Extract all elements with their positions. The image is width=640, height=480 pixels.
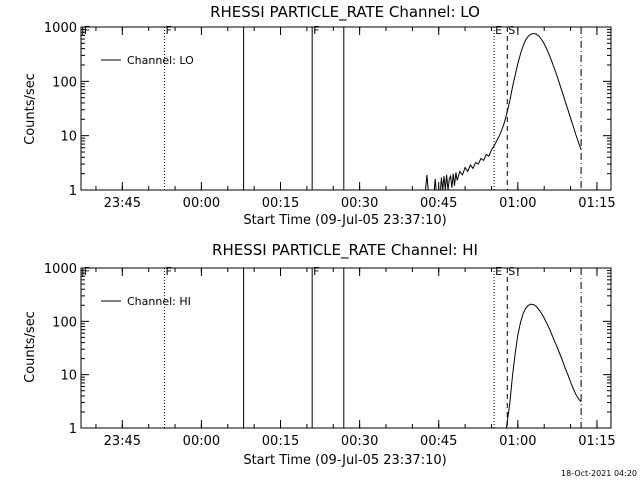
lo-event-marker-label: F bbox=[313, 24, 319, 37]
hi-x-tick-label: 01:15 bbox=[578, 434, 615, 449]
hi-event-marker-label: S bbox=[508, 265, 515, 278]
lo-x-tick-label: 01:00 bbox=[499, 196, 536, 211]
lo-x-tick-label: 00:45 bbox=[420, 196, 457, 211]
lo-event-marker-label: F bbox=[165, 24, 171, 37]
lo-x-tick-label: 00:15 bbox=[262, 196, 299, 211]
hi-plot-frame bbox=[80, 267, 612, 429]
lo-y-tick-label: 100 bbox=[52, 75, 77, 90]
lo-event-marker-label: S bbox=[508, 24, 515, 37]
chart-lo: RHESSI PARTICLE_RATE Channel: LO Counts/… bbox=[23, 3, 616, 228]
chart-lo-x-axis-label: Start Time (09-Jul-05 23:37:10) bbox=[243, 213, 446, 228]
lo-y-tick-label: 1000 bbox=[44, 21, 77, 36]
hi-x-tick-label: 00:30 bbox=[341, 434, 378, 449]
lo-event-marker-label: E bbox=[495, 24, 502, 37]
lo-x-tick-label: 00:30 bbox=[341, 196, 378, 211]
hi-legend-label: Channel: HI bbox=[127, 295, 191, 308]
hi-y-tick-label: 10 bbox=[60, 369, 77, 384]
hi-x-tick-label: 00:45 bbox=[420, 434, 457, 449]
chart-hi-plot: 23:45 00:00 00:15 00:30 00:45 01:00 01:15 1 10 10… bbox=[44, 262, 616, 449]
lo-x-tick-label: 00:00 bbox=[183, 196, 220, 211]
hi-x-tick-label: 00:15 bbox=[262, 434, 299, 449]
lo-event-marker-label: F bbox=[84, 24, 90, 37]
hi-y-tick-label: 1000 bbox=[44, 262, 77, 277]
lo-x-tick-label: 23:45 bbox=[104, 196, 141, 211]
hi-event-marker-label: F bbox=[313, 265, 319, 278]
lo-y-tick-label: 1 bbox=[69, 184, 77, 199]
chart-hi-title: RHESSI PARTICLE_RATE Channel: HI bbox=[212, 241, 478, 260]
hi-event-marker-label: F bbox=[84, 265, 90, 278]
hi-y-tick-label: 100 bbox=[52, 315, 77, 330]
hi-y-tick-label: 1 bbox=[69, 422, 77, 437]
chart-hi-y-axis-label: Counts/sec bbox=[23, 311, 38, 383]
lo-series-line bbox=[433, 178, 437, 191]
chart-hi: RHESSI PARTICLE_RATE Channel: HI Counts/… bbox=[23, 241, 616, 468]
chart-lo-y-axis-label: Counts/sec bbox=[23, 73, 38, 145]
chart-hi-x-axis-label: Start Time (09-Jul-05 23:37:10) bbox=[243, 453, 446, 468]
lo-x-tick-label: 01:15 bbox=[578, 196, 615, 211]
chart-lo-plot: 23:45 00:00 00:15 00:30 00:45 01:00 01:15 1 10 10… bbox=[44, 21, 616, 211]
hi-event-marker-label: F bbox=[165, 265, 171, 278]
lo-legend-label: Channel: LO bbox=[127, 54, 194, 67]
hi-x-tick-label: 00:00 bbox=[183, 434, 220, 449]
chart-lo-title: RHESSI PARTICLE_RATE Channel: LO bbox=[210, 3, 480, 22]
lo-series-line bbox=[440, 32, 582, 191]
lo-series-line bbox=[425, 174, 429, 191]
hi-x-tick-label: 01:00 bbox=[499, 434, 536, 449]
hi-series-line bbox=[505, 303, 582, 429]
lo-plot-frame bbox=[80, 26, 612, 191]
footer-timestamp: 18-Oct-2021 04:20 bbox=[561, 469, 637, 478]
lo-y-tick-label: 10 bbox=[60, 130, 77, 145]
hi-x-tick-label: 23:45 bbox=[104, 434, 141, 449]
hi-event-marker-label: E bbox=[495, 265, 502, 278]
